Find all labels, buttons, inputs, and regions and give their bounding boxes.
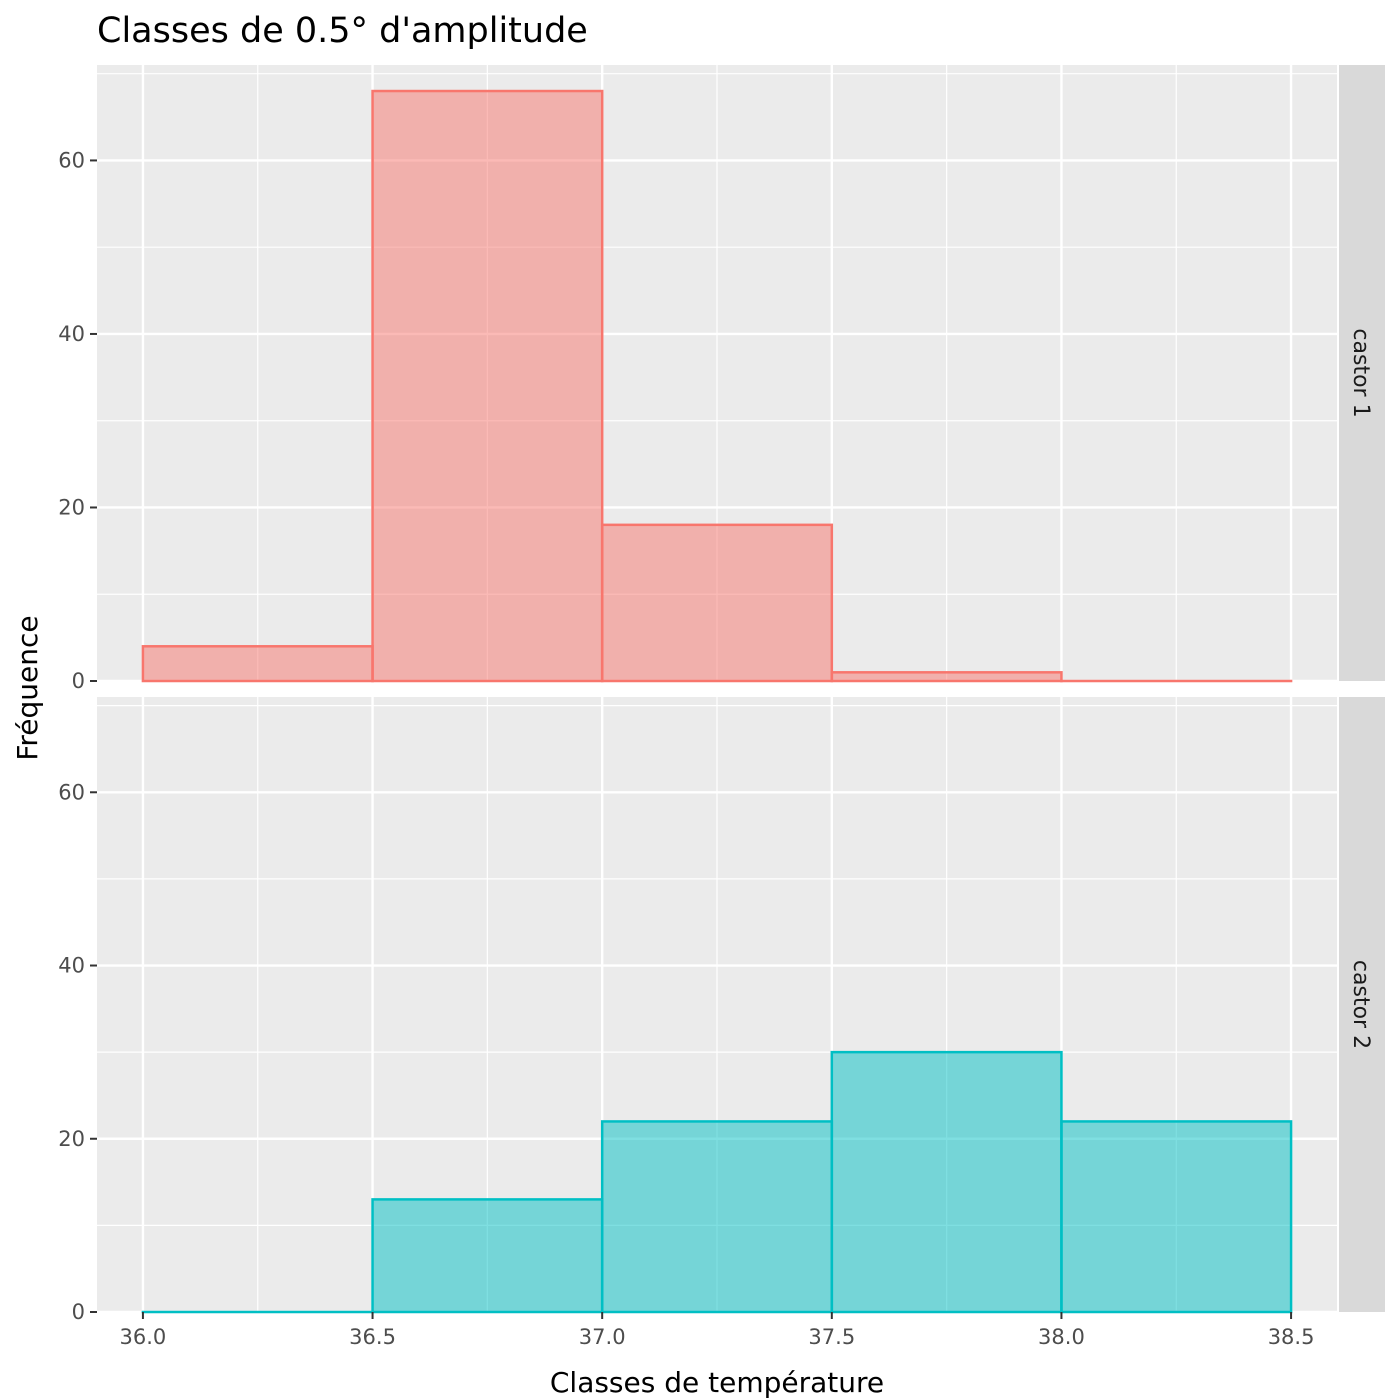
histogram-bar <box>1060 1120 1293 1314</box>
y-tick-label: 0 <box>72 1300 85 1324</box>
y-tick-label: 40 <box>58 954 85 978</box>
facet-strip-label: castor 2 <box>1348 960 1373 1049</box>
facet-strip-label: castor 1 <box>1348 328 1373 417</box>
histogram-bar <box>830 671 1063 683</box>
chart-title: Classes de 0.5° d'amplitude <box>97 11 588 51</box>
facet-strip <box>1339 65 1385 681</box>
y-axis-title: Fréquence <box>11 615 44 760</box>
x-tick-label: 38.0 <box>1038 1325 1085 1349</box>
y-tick-label: 60 <box>58 148 85 172</box>
facet-panel-2: 0 20 40 60 castor 2 <box>58 697 1385 1324</box>
x-tick-label: 36.0 <box>120 1325 167 1349</box>
x-axis-title: Classes de température <box>550 1366 884 1399</box>
x-tick-label: 37.5 <box>808 1325 855 1349</box>
y-tick-label: 40 <box>58 322 85 346</box>
histogram-bar <box>830 1050 1063 1314</box>
histogram-bar <box>600 1120 834 1314</box>
x-tick-label: 36.5 <box>349 1325 396 1349</box>
y-tick-label: 20 <box>58 495 85 519</box>
y-tick-label: 60 <box>58 780 85 804</box>
histogram-bar <box>371 1198 604 1314</box>
histogram-bar <box>600 523 834 683</box>
facet-panel-1: 0 20 40 60 castor 1 <box>58 65 1385 693</box>
facet-panels: 0 20 40 60 castor 1 0 20 40 60 castor 2 <box>58 65 1385 1324</box>
x-tick-label: 37.0 <box>579 1325 626 1349</box>
histogram-bar <box>371 89 604 683</box>
histogram-bar <box>141 645 374 683</box>
facet-strip <box>1339 697 1385 1312</box>
x-axis: 36.0 36.5 37.0 37.5 38.0 38.5 <box>120 1312 1315 1349</box>
x-tick-label: 38.5 <box>1268 1325 1315 1349</box>
y-tick-label: 20 <box>58 1127 85 1151</box>
y-tick-label: 0 <box>72 669 85 693</box>
